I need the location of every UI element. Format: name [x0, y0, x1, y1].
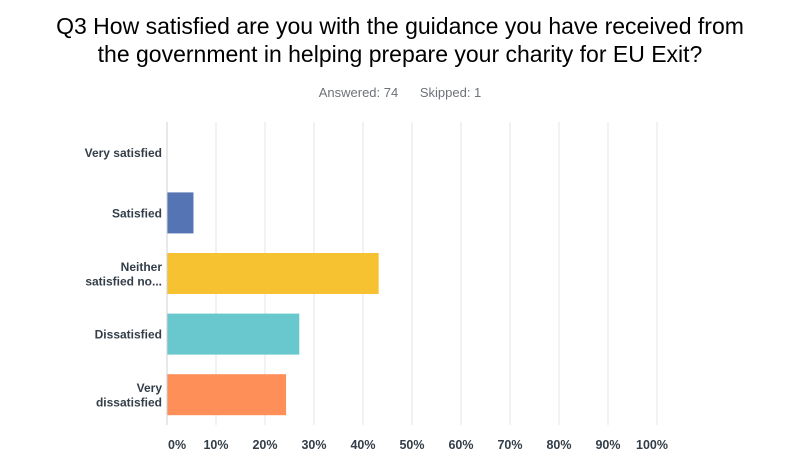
- category-label: satisfied no...: [85, 274, 162, 288]
- category-label: Neither: [121, 260, 163, 274]
- category-label: Very satisfied: [85, 146, 162, 160]
- x-tick-label: 30%: [301, 438, 326, 452]
- category-label: dissatisfied: [96, 395, 162, 409]
- answered-count: Answered: 74: [318, 85, 399, 100]
- x-tick-label: 20%: [252, 438, 277, 452]
- skipped-count: Skipped: 1: [419, 85, 482, 100]
- x-tick-label: 60%: [448, 438, 473, 452]
- response-stats: Answered: 74 Skipped: 1: [0, 85, 800, 100]
- bar: [167, 374, 287, 416]
- x-tick-label: 90%: [595, 438, 620, 452]
- category-label: Very: [137, 381, 163, 395]
- x-tick-label: 10%: [203, 438, 228, 452]
- category-label: Dissatisfied: [95, 328, 162, 342]
- chart-title-line-2: the government in helping prepare your c…: [97, 41, 703, 67]
- x-tick-label: 40%: [350, 438, 375, 452]
- chart-title: Q3 How satisfied are you with the guidan…: [0, 12, 800, 68]
- category-label: Satisfied: [112, 206, 162, 220]
- x-tick-label: 70%: [497, 438, 522, 452]
- bar: [167, 253, 379, 294]
- x-tick-label: 80%: [546, 438, 571, 452]
- x-tick-label: 100%: [636, 438, 668, 452]
- x-tick-label: 50%: [399, 438, 424, 452]
- bar: [167, 313, 300, 355]
- x-tick-label: 0%: [168, 438, 186, 452]
- bar: [167, 192, 194, 234]
- chart-title-line-1: Q3 How satisfied are you with the guidan…: [56, 13, 744, 39]
